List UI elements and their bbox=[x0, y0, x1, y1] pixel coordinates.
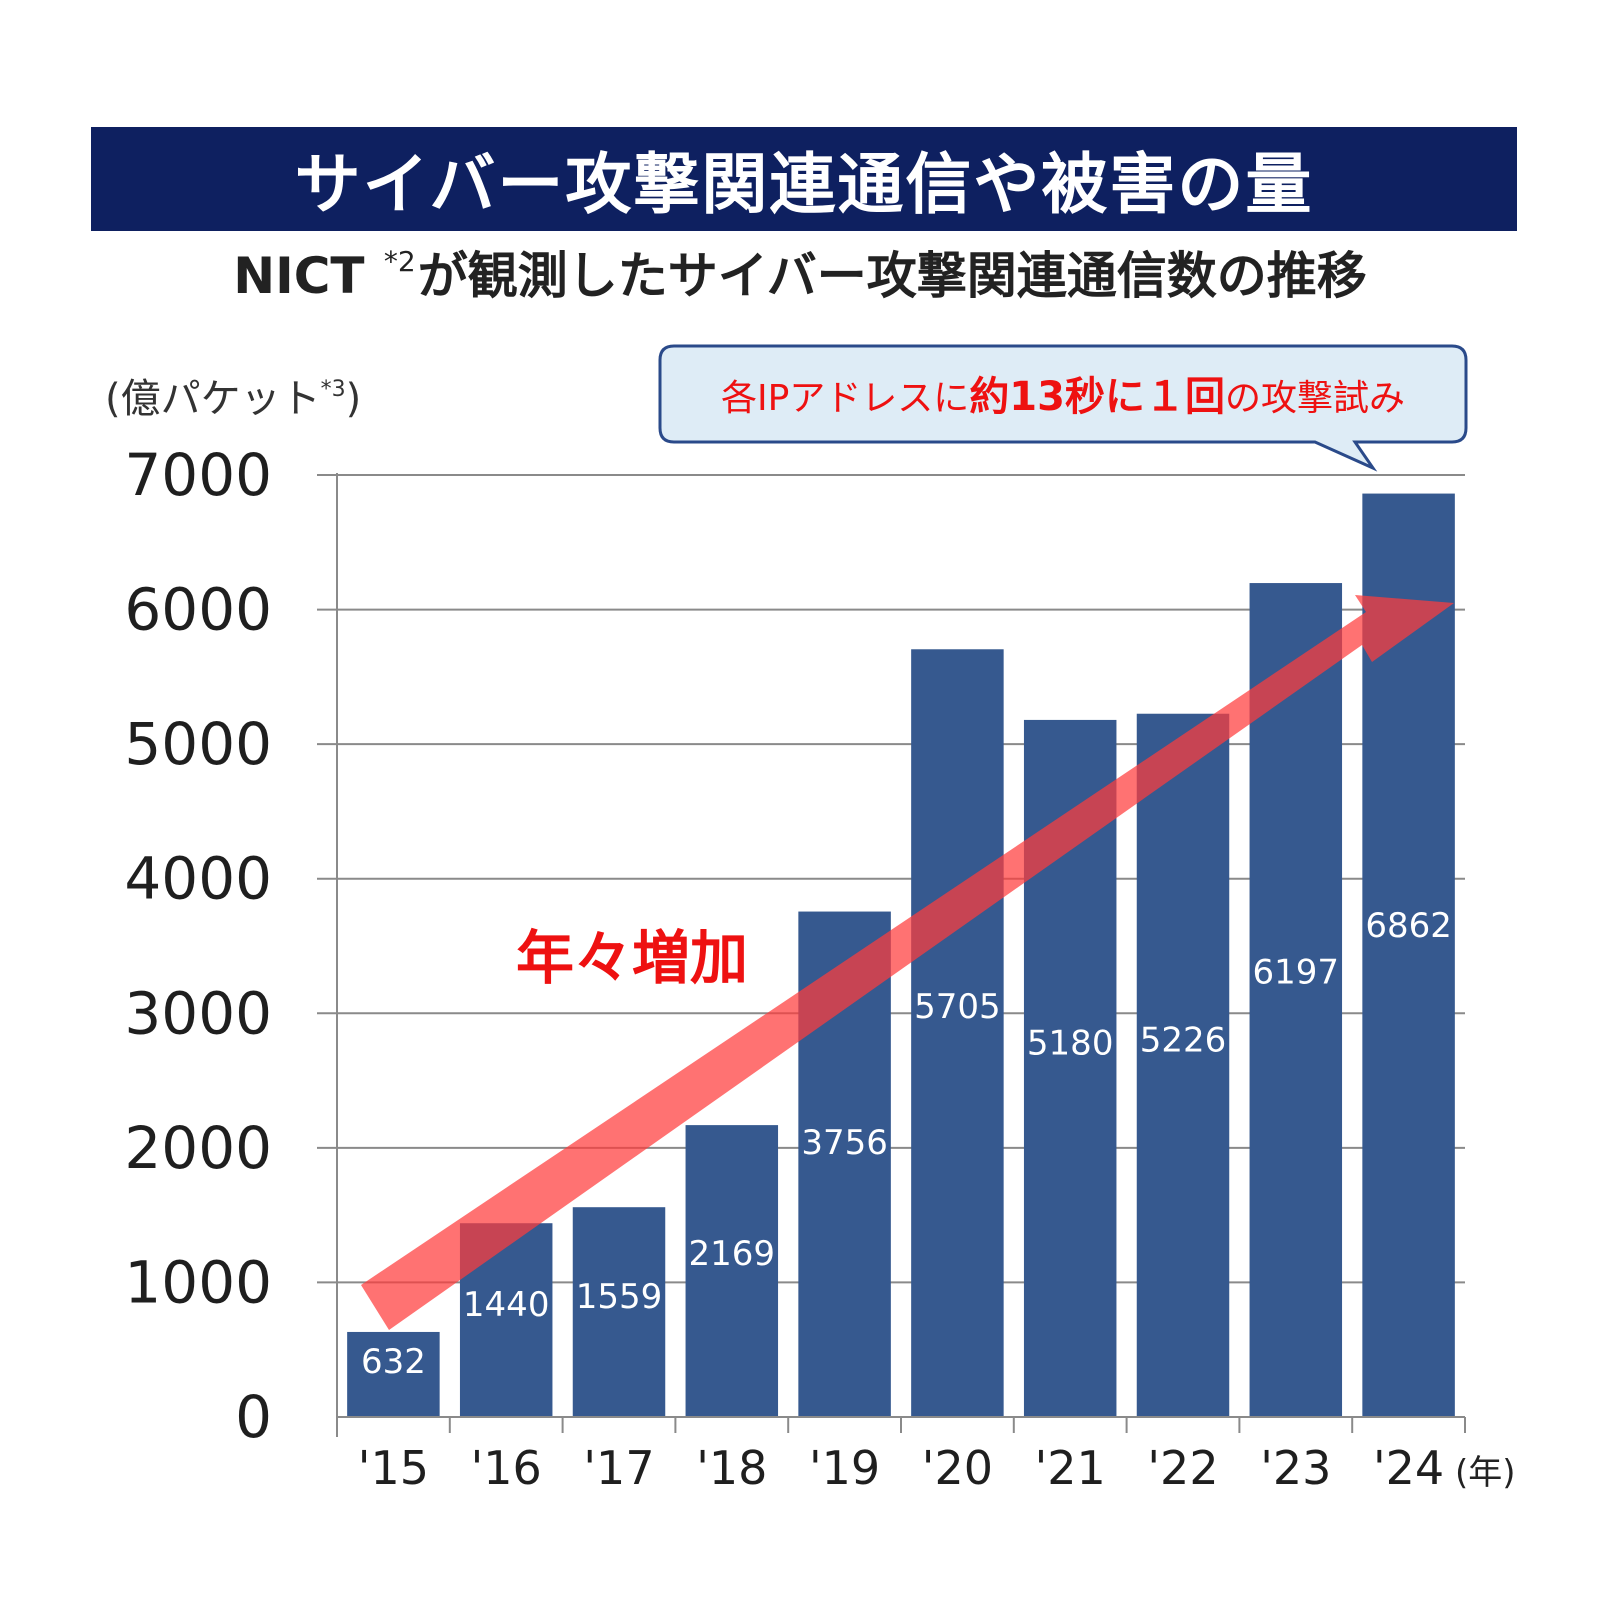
x-tick-label: '24 bbox=[1373, 1441, 1444, 1495]
callout-text-part: の攻撃試み bbox=[1225, 378, 1405, 419]
subtitle-footnote: *2 bbox=[383, 245, 416, 278]
x-tick-labels: '15 '16 '17 '18 '19 '20 '21 '22 '23 '24 bbox=[358, 1441, 1444, 1495]
value-labels: 632 1440 1559 2169 3756 5705 5180 5226 6197 6862 bbox=[361, 906, 1452, 1382]
axes bbox=[336, 473, 1466, 1437]
value-label: 5705 bbox=[914, 987, 1001, 1027]
x-tick-label: '16 bbox=[471, 1441, 542, 1495]
bar bbox=[911, 649, 1004, 1417]
trend-arrow-shape bbox=[361, 595, 1454, 1330]
subtitle-prefix: NICT bbox=[233, 247, 382, 305]
callout-shape bbox=[658, 344, 1468, 472]
x-tick-label: '20 bbox=[922, 1441, 993, 1495]
y-tick-label: 3000 bbox=[124, 979, 272, 1047]
y-unit-close: ) bbox=[345, 376, 362, 422]
bar bbox=[1136, 713, 1230, 1417]
y-axis-unit: (億パケット*3) bbox=[105, 366, 361, 424]
y-tick-label: 6000 bbox=[124, 576, 272, 644]
trend-arrow bbox=[361, 595, 1454, 1330]
callout-text-part: 各IPアドレスに bbox=[721, 378, 969, 419]
x-tick-label: '21 bbox=[1035, 1441, 1106, 1495]
x-tick-label: '17 bbox=[583, 1441, 654, 1495]
bar bbox=[1249, 583, 1343, 1417]
value-label: 6197 bbox=[1253, 952, 1340, 992]
x-axis-unit: (年) bbox=[1455, 1453, 1516, 1493]
y-tick-label: 5000 bbox=[124, 710, 272, 778]
value-label: 1559 bbox=[576, 1277, 663, 1317]
x-tick-label: '18 bbox=[696, 1441, 767, 1495]
y-tick-label: 1000 bbox=[124, 1248, 272, 1316]
x-tick-label: '15 bbox=[358, 1441, 429, 1495]
value-label: 632 bbox=[361, 1342, 426, 1382]
x-tick-label: '22 bbox=[1147, 1441, 1218, 1495]
bar bbox=[347, 1331, 440, 1417]
callout-text: 各IPアドレスに約13秒に１回の攻撃試み bbox=[721, 374, 1405, 420]
trend-label: 年々増加 bbox=[516, 924, 748, 992]
value-label: 5226 bbox=[1140, 1020, 1227, 1060]
x-tick-label: '19 bbox=[809, 1441, 880, 1495]
bar bbox=[572, 1207, 666, 1417]
callout-bubble: 各IPアドレスに約13秒に１回の攻撃試み bbox=[658, 344, 1468, 472]
value-label: 5180 bbox=[1027, 1024, 1114, 1064]
y-tick-label: 4000 bbox=[124, 845, 272, 913]
value-label: 3756 bbox=[801, 1123, 888, 1163]
y-unit-main: (億パケット bbox=[105, 376, 321, 422]
x-tick-label: '23 bbox=[1260, 1441, 1331, 1495]
title-banner: サイバー攻撃関連通信や被害の量 bbox=[91, 127, 1517, 231]
value-label: 6862 bbox=[1365, 906, 1452, 946]
page-title: サイバー攻撃関連通信や被害の量 bbox=[294, 146, 1314, 223]
y-tick-label: 2000 bbox=[124, 1114, 272, 1182]
y-tick-labels: 0 1000 2000 3000 4000 5000 6000 7000 bbox=[124, 441, 272, 1451]
callout-text-part: 約13秒に１回 bbox=[969, 374, 1225, 420]
y-unit-footnote: *3 bbox=[320, 377, 346, 402]
value-label: 1440 bbox=[463, 1285, 550, 1325]
subtitle-text: が観測したサイバー攻撃関連通信数の推移 bbox=[417, 247, 1367, 305]
y-tick-label: 7000 bbox=[124, 441, 272, 509]
bar bbox=[685, 1125, 779, 1417]
chart-subtitle: NICT *2が観測したサイバー攻撃関連通信数の推移 bbox=[0, 236, 1600, 308]
y-tick-label: 0 bbox=[235, 1383, 272, 1451]
value-label: 2169 bbox=[689, 1234, 776, 1274]
